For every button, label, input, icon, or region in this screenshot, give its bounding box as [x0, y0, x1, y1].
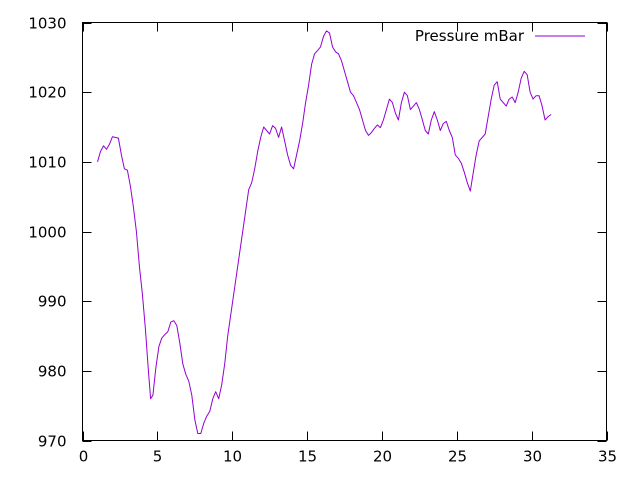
x-tick-label: 0 [79, 448, 89, 466]
plot-frame [82, 22, 607, 441]
x-tick-label: 15 [298, 448, 317, 466]
x-tick-labels: 0 5 10 15 20 25 30 35 [79, 448, 617, 466]
x-tick-label: 30 [523, 448, 542, 466]
y-tick-label: 1010 [28, 154, 66, 172]
series-line-pressure [97, 30, 552, 434]
y-tick-label: 1030 [28, 15, 66, 33]
y-tick-labels: 970 980 990 1000 1010 1020 1030 [28, 15, 66, 451]
x-tick-label: 35 [598, 448, 617, 466]
legend-label-pressure: Pressure mBar [415, 27, 525, 45]
x-tick-label: 25 [448, 448, 467, 466]
y-tick-label: 990 [38, 293, 67, 311]
x-tick-label: 20 [373, 448, 392, 466]
x-tick-label: 10 [223, 448, 242, 466]
y-tick-label: 1000 [28, 224, 66, 242]
y-tick-label: 970 [38, 433, 67, 451]
series-group [97, 30, 552, 434]
legend: Pressure mBar [415, 27, 585, 45]
y-tick-label: 1020 [28, 84, 66, 102]
axis-ticks [82, 22, 608, 442]
x-tick-label: 5 [153, 448, 163, 466]
y-tick-label: 980 [38, 363, 67, 381]
